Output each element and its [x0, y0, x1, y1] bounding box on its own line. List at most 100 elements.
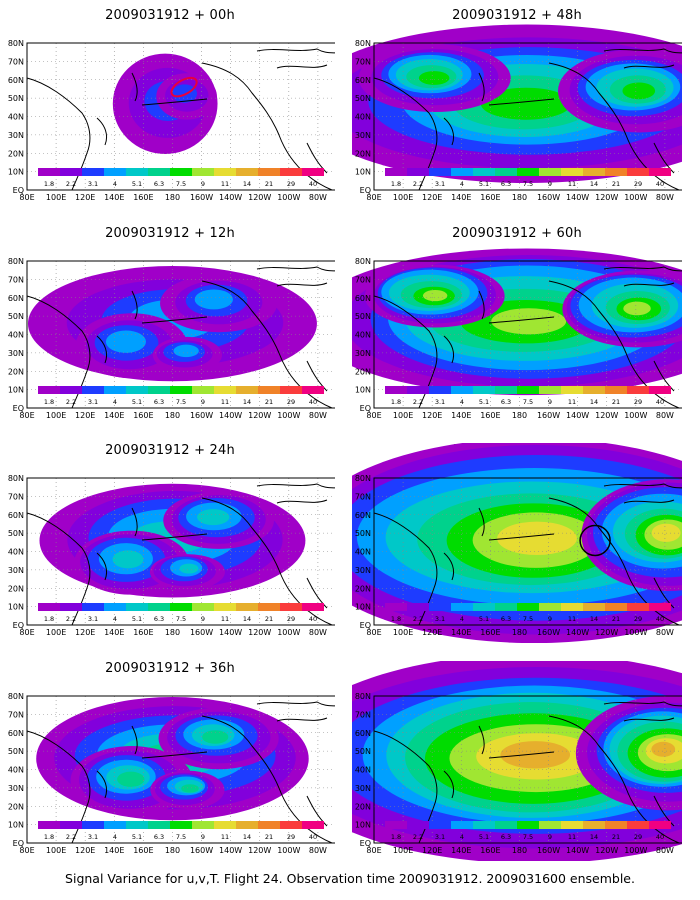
x-tick-label: 120E: [75, 628, 95, 637]
x-tick-label: 160W: [537, 628, 560, 637]
colorbar-swatch: [517, 821, 539, 829]
colorbar-swatch: [583, 168, 605, 176]
colorbar-swatch: [236, 386, 258, 394]
colorbar-swatch: [104, 603, 126, 611]
coastline: [256, 701, 335, 722]
y-tick-label: 50N: [355, 747, 371, 756]
x-tick-label: 140W: [566, 628, 589, 637]
panel-title: 2009031912 + 48h: [452, 8, 582, 23]
colorbar-swatch: [82, 603, 104, 611]
colorbar-label: 2.2: [66, 833, 76, 841]
colorbar-label: 4: [460, 833, 464, 841]
x-tick-label: 140W: [566, 193, 589, 202]
variance-contour: [622, 82, 656, 100]
colorbar-swatch: [627, 386, 649, 394]
x-tick-label: 180: [512, 628, 527, 637]
colorbar-swatch: [148, 386, 170, 394]
colorbar-swatch: [82, 821, 104, 829]
x-tick-label: 140E: [104, 846, 124, 855]
y-tick-label: 70N: [355, 492, 371, 501]
colorbar-swatch: [561, 603, 583, 611]
colorbar-label: 4: [113, 615, 117, 623]
y-tick-label: 10N: [8, 821, 24, 830]
colorbar-label: 40: [656, 398, 664, 406]
x-tick-label: 100W: [277, 411, 300, 420]
colorbar-label: 6.3: [501, 398, 511, 406]
colorbar-label: 14: [243, 180, 251, 188]
colorbar-label: 1.8: [44, 833, 54, 841]
colorbar-label: 7.5: [523, 615, 533, 623]
colorbar-swatch: [429, 168, 451, 176]
colorbar-label: 21: [265, 833, 273, 841]
colorbar-label: 14: [590, 180, 598, 188]
colorbar-swatch: [473, 386, 495, 394]
coastline: [306, 360, 328, 392]
coastline: [443, 552, 455, 581]
colorbar-swatch: [429, 821, 451, 829]
coastline: [96, 770, 108, 799]
x-tick-label: 160W: [537, 846, 560, 855]
y-tick-label: 30N: [8, 784, 24, 793]
colorbar-label: 14: [590, 615, 598, 623]
colorbar-swatch: [649, 603, 671, 611]
colorbar-swatch: [451, 603, 473, 611]
x-tick-label: 120W: [595, 193, 618, 202]
y-tick-label: 40N: [355, 766, 371, 775]
map-panel: 2009031912 + 12h 80N 70N 60N 50N 40N 30N 20N 10N…: [5, 226, 335, 426]
colorbar-swatch: [605, 603, 627, 611]
y-tick-label: 40N: [355, 331, 371, 340]
colorbar-swatch: [495, 168, 517, 176]
y-tick-label: 60N: [355, 294, 371, 303]
colorbar-label: 14: [243, 833, 251, 841]
colorbar-swatch: [258, 168, 280, 176]
variance-contour: [197, 509, 230, 526]
colorbar-label: 2.2: [66, 398, 76, 406]
colorbar-label: 29: [287, 180, 295, 188]
colorbar-swatch: [539, 603, 561, 611]
y-tick-label: 30N: [8, 566, 24, 575]
x-tick-label: 120W: [595, 411, 618, 420]
y-tick-label: 80N: [355, 474, 371, 483]
variance-contour: [171, 84, 198, 103]
panel-title: 2009031912 + 24h: [105, 443, 235, 458]
x-tick-label: 180: [165, 628, 180, 637]
y-tick-label: EQ: [360, 839, 371, 848]
colorbar-label: 2.2: [413, 615, 423, 623]
colorbar-label: 14: [243, 615, 251, 623]
colorbar-label: 11: [221, 615, 229, 623]
x-tick-label: 120E: [75, 846, 95, 855]
colorbar-swatch: [561, 386, 583, 394]
coastline: [603, 701, 682, 722]
colorbar-swatch: [60, 168, 82, 176]
colorbar-swatch: [192, 386, 214, 394]
colorbar-label: 21: [265, 398, 273, 406]
colorbar-label: 4: [460, 180, 464, 188]
colorbar-label: 2.2: [66, 615, 76, 623]
y-tick-label: 30N: [355, 349, 371, 358]
x-tick-label: 160E: [133, 411, 153, 420]
colorbar-label: 2.2: [66, 180, 76, 188]
colorbar: 1.8 2.2 3.1 4 5.1 6.3 7.5 9 11 14 21 29 40: [38, 603, 324, 623]
colorbar-label: 6.3: [501, 615, 511, 623]
colorbar-label: 3.1: [435, 833, 445, 841]
colorbar-label: 29: [634, 615, 642, 623]
colorbar-swatch: [583, 821, 605, 829]
colorbar-label: 3.1: [435, 398, 445, 406]
colorbar-swatch: [385, 386, 407, 394]
map-panel: 2009031912 + 36h 80N 70N 60N 50N 40N 30N 20N 10N…: [5, 661, 335, 861]
y-tick-label: 40N: [355, 113, 371, 122]
colorbar-swatch: [495, 603, 517, 611]
colorbar-swatch: [258, 821, 280, 829]
colorbar-label: 5.1: [479, 398, 489, 406]
y-tick-label: 20N: [8, 802, 24, 811]
map-frame: [373, 695, 682, 844]
y-tick-label: 20N: [355, 584, 371, 593]
x-tick-label: 140E: [451, 628, 471, 637]
colorbar-swatch: [82, 386, 104, 394]
colorbar-swatch: [214, 386, 236, 394]
colorbar-swatch: [429, 603, 451, 611]
colorbar-label: 14: [590, 398, 598, 406]
y-tick-label: 60N: [355, 76, 371, 85]
colorbar-swatch: [583, 603, 605, 611]
